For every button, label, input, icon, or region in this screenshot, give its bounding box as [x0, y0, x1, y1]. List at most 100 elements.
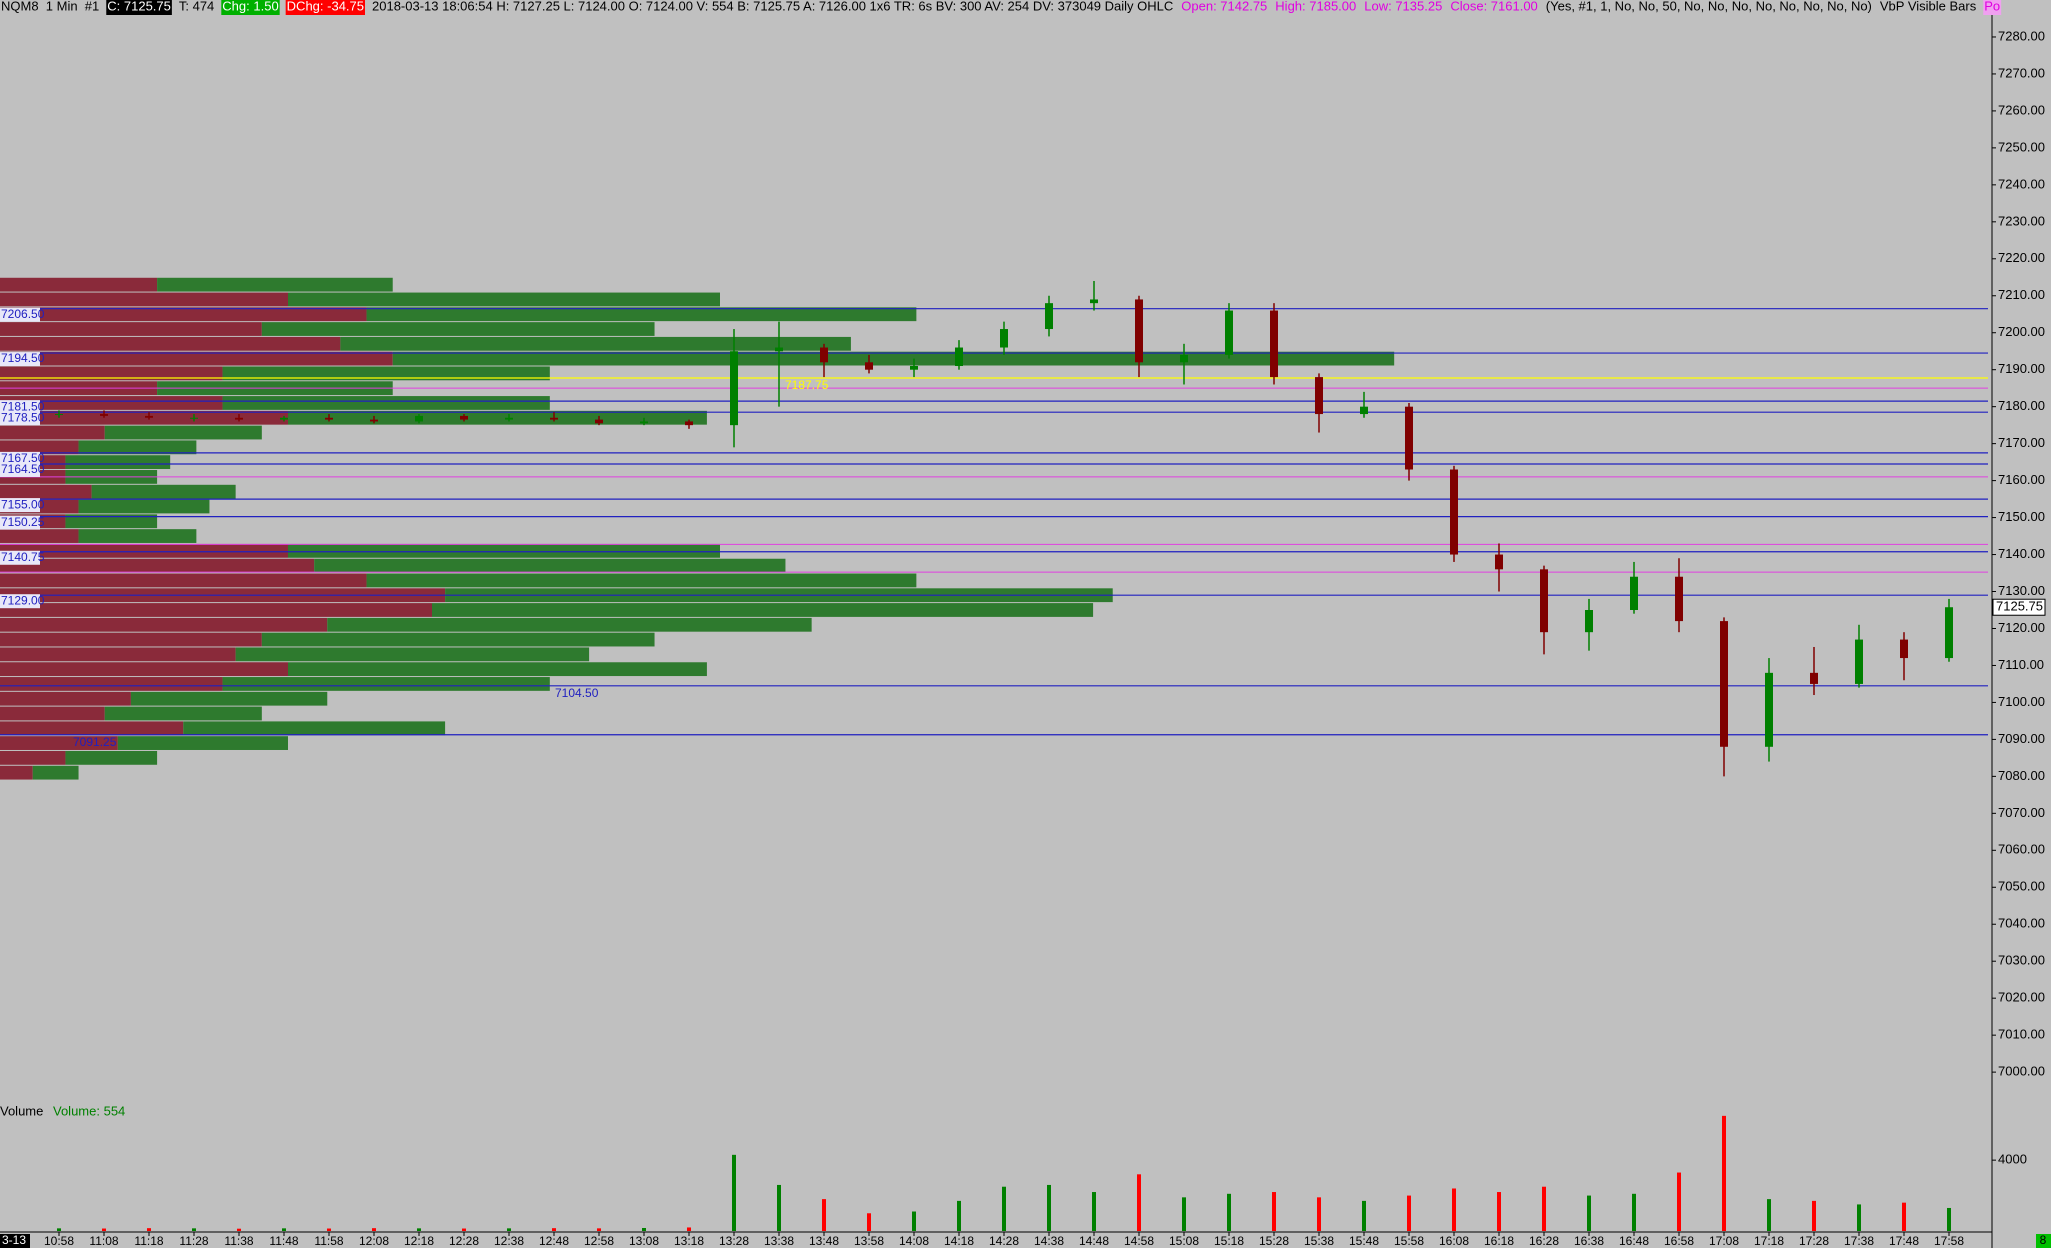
y-tick-label: 7180.00 [1998, 398, 2045, 413]
profile-bar [340, 336, 851, 351]
profile-bar [0, 322, 262, 336]
volume-bar [192, 1228, 196, 1231]
y-tick-label: 7020.00 [1998, 990, 2045, 1005]
y-tick-label: 7100.00 [1998, 694, 2045, 709]
profile-bar [0, 529, 79, 543]
profile-bar [0, 706, 105, 721]
candle-body [1045, 303, 1053, 330]
profile-bar [0, 677, 223, 691]
level-label: 7206.50 [1, 307, 45, 321]
level-label-box [0, 515, 40, 530]
last-price-label: 7125.75 [1996, 599, 2043, 614]
level-label: 7104.50 [555, 686, 599, 700]
candle-body [1630, 576, 1638, 610]
x-tick-label: 15:48 [1349, 1234, 1379, 1248]
y-tick-label: 7230.00 [1998, 213, 2045, 228]
profile-bar [222, 366, 550, 381]
profile-bar [0, 410, 288, 425]
profile-bar [432, 603, 1094, 617]
volume-bar [597, 1228, 601, 1231]
x-tick-label: 15:38 [1304, 1234, 1334, 1248]
profile-bar [157, 277, 393, 292]
y-tick-label: 7090.00 [1998, 731, 2045, 746]
profile-bar [117, 736, 289, 750]
profile-bar [366, 573, 917, 588]
candle-body [1180, 354, 1188, 363]
header-badge [221, 0, 280, 15]
volume-bar [1272, 1192, 1276, 1231]
x-tick-label: 14:48 [1079, 1234, 1109, 1248]
y-tick-label: 7240.00 [1998, 176, 2045, 191]
candle-body [1360, 406, 1368, 415]
y-tick-label: 7120.00 [1998, 620, 2045, 635]
profile-bar [0, 765, 33, 780]
candle-body [1765, 672, 1773, 747]
candle-body [910, 366, 918, 370]
profile-bar [0, 603, 432, 617]
y-tick-label: 7280.00 [1998, 28, 2045, 43]
x-tick-label: 12:48 [539, 1234, 569, 1248]
profile-bar [327, 617, 812, 632]
y-tick-label: 7260.00 [1998, 102, 2045, 117]
profile-bar [261, 322, 655, 336]
candle-body [1090, 299, 1098, 304]
y-tick-label: 7270.00 [1998, 65, 2045, 80]
profile-bar [0, 573, 367, 588]
volume-bar [1002, 1186, 1006, 1231]
profile-bar [0, 277, 158, 292]
candle-body [1135, 299, 1143, 363]
volume-bar [1902, 1202, 1906, 1231]
x-tick-label: 12:28 [449, 1234, 479, 1248]
profile-bar [91, 484, 236, 499]
header-badge [285, 0, 365, 15]
header-field: VbP Visible Bars [1880, 0, 1977, 13]
candle-body [820, 347, 828, 363]
y-tick-label: 7030.00 [1998, 953, 2045, 968]
candle-body [730, 351, 738, 426]
candle-body [325, 417, 333, 420]
candle-body [1315, 377, 1323, 415]
header-field: Chg: 1.50 [222, 0, 278, 13]
header-field: Low: 7135.25 [1364, 0, 1442, 13]
badge-box [2036, 1234, 2051, 1248]
x-tick-label: 15:18 [1214, 1234, 1244, 1248]
x-tick-label: 14:38 [1034, 1234, 1064, 1248]
volume-bar [822, 1199, 826, 1231]
profile-bar [0, 721, 184, 736]
y-tick-label: 7080.00 [1998, 768, 2045, 783]
profile-bar [288, 662, 707, 677]
x-tick-label: 15:08 [1169, 1234, 1199, 1248]
x-tick-label: 17:38 [1844, 1234, 1874, 1248]
volume-bar [1722, 1115, 1726, 1231]
x-tick-label: 13:18 [674, 1234, 704, 1248]
y-tick-label: 7000.00 [1998, 1064, 2045, 1079]
volume-bar [732, 1154, 736, 1231]
y-tick-label: 7040.00 [1998, 916, 2045, 931]
level-label-box [0, 594, 40, 609]
volume-bar [1857, 1204, 1861, 1231]
pane-title: Volume [0, 1103, 43, 1118]
level-label: 7129.00 [1, 593, 45, 607]
level-label-box [0, 462, 40, 477]
x-tick-label: 17:48 [1889, 1234, 1919, 1248]
x-tick-label: 14:08 [899, 1234, 929, 1248]
level-label-box [0, 352, 40, 367]
profile-bar [0, 366, 223, 381]
volume-bar [372, 1228, 376, 1231]
x-tick-label: 13:48 [809, 1234, 839, 1248]
candle-body [280, 417, 288, 420]
volume-bar [1182, 1197, 1186, 1231]
date-box [0, 1234, 30, 1248]
profile-bar [0, 662, 288, 677]
x-tick-label: 11:28 [179, 1234, 208, 1248]
y-tick-label: 7250.00 [1998, 139, 2045, 154]
x-tick-label: 17:58 [1934, 1234, 1964, 1248]
profile-bar [0, 617, 328, 632]
date-label: 3-13 [2, 1233, 26, 1247]
last-price-box [1992, 598, 2046, 616]
candle-body [1000, 329, 1008, 348]
profile-bar [104, 706, 262, 721]
y-tick-label: 4000 [1998, 1152, 2027, 1167]
x-tick-label: 11:18 [134, 1234, 163, 1248]
